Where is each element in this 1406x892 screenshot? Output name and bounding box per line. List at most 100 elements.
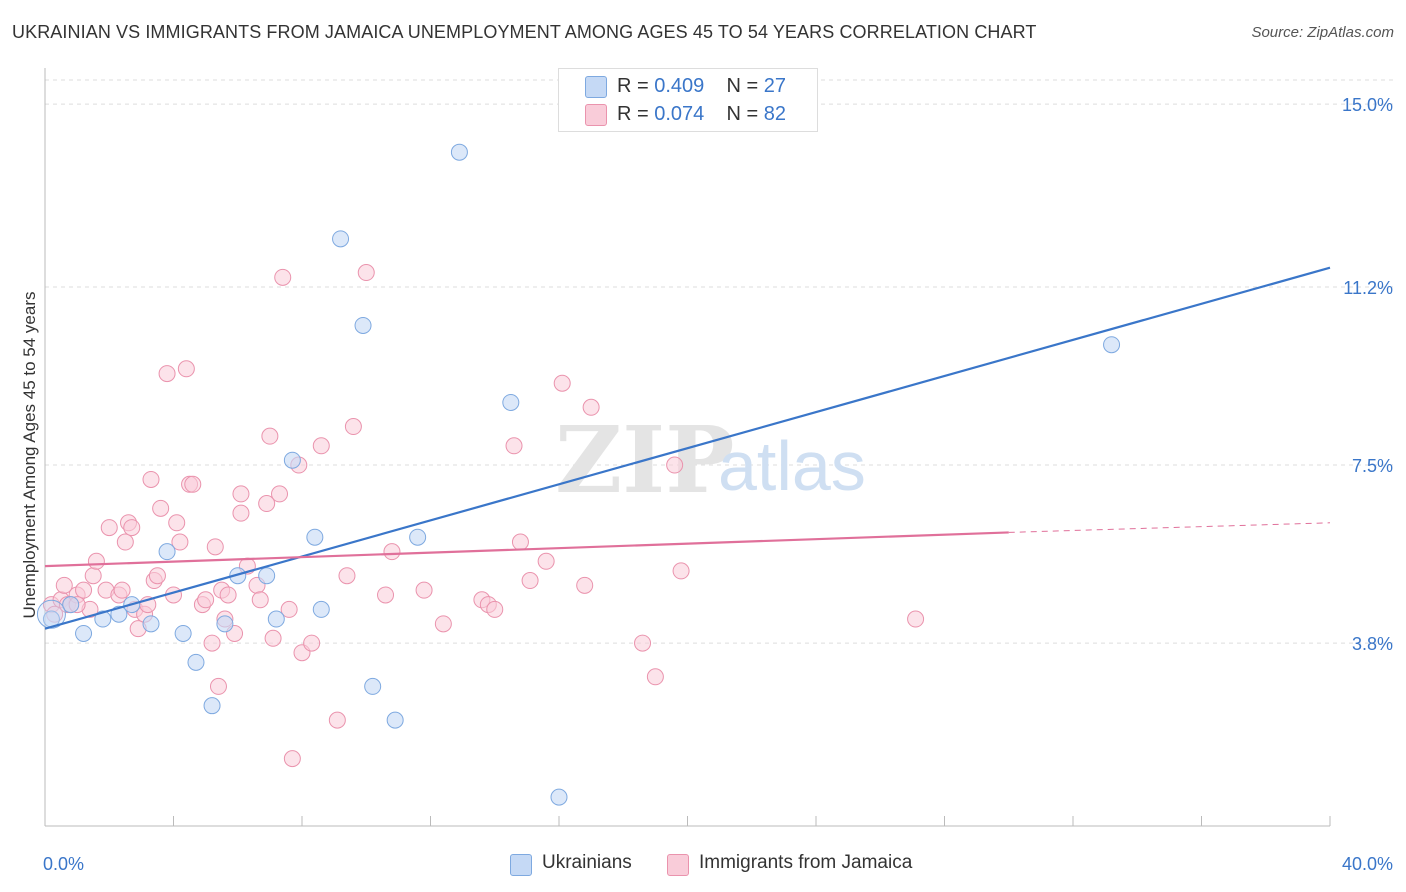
ukrainian-point: [187, 653, 205, 671]
jamaica-point: [177, 360, 195, 378]
ukrainian-point: [332, 230, 350, 248]
jamaica-point: [283, 750, 301, 768]
bottom-legend-swatch-pink: [667, 854, 689, 876]
ukrainian-point: [62, 596, 80, 614]
tick-labels: 3.8% 7.5% 11.2% 15.0% 0.0% 40.0%: [43, 95, 1393, 874]
jamaica-point: [415, 581, 433, 599]
bottom-legend-swatch-blue: [510, 854, 532, 876]
jamaica-point: [184, 475, 202, 493]
jamaica-point: [251, 591, 269, 609]
jamaica-point: [232, 504, 250, 522]
source-label: Source: ZipAtlas.com: [1251, 24, 1394, 41]
jamaica-point: [258, 495, 276, 513]
ukrainian-point: [450, 143, 468, 161]
jamaica-point: [206, 538, 224, 556]
jamaica-point: [537, 552, 555, 570]
r-label: R =: [617, 103, 649, 125]
jamaica-point: [582, 398, 600, 416]
jamaica-point: [123, 519, 141, 537]
ukrainian-point: [354, 316, 372, 334]
jamaica-point: [158, 365, 176, 383]
r-value: 0.074: [654, 103, 705, 125]
ukrainian-point: [502, 393, 520, 411]
r-label: R =: [617, 75, 649, 97]
jamaica-point: [312, 437, 330, 455]
jamaica-point: [197, 591, 215, 609]
n-label: N =: [726, 75, 759, 97]
n-label: N =: [726, 103, 759, 125]
x-tick-label: 40.0%: [1342, 854, 1393, 874]
jamaica-point: [264, 629, 282, 647]
correlation-legend: R = 0.409 N = 27 R = 0.074 N = 82: [558, 68, 818, 132]
jamaica-point: [219, 586, 237, 604]
n-value: 27: [763, 75, 787, 97]
jamaica-point: [521, 572, 539, 590]
r-value: 0.409: [654, 75, 705, 97]
jamaica-point: [553, 374, 571, 392]
jamaica-point: [84, 567, 102, 585]
bottom-legend-ukrainians: Ukrainians: [542, 852, 632, 873]
ukrainian-point: [258, 567, 276, 585]
jamaica-point: [576, 576, 594, 594]
jamaica-point: [113, 581, 131, 599]
jamaica-point: [383, 543, 401, 561]
jamaica-point: [261, 427, 279, 445]
ukrainian-point: [312, 600, 330, 618]
jamaica-point: [75, 581, 93, 599]
ukrainian-point: [203, 697, 221, 715]
jamaica-point: [148, 567, 166, 585]
jamaica-point: [171, 533, 189, 551]
ukrainian-point: [174, 624, 192, 642]
ukrainian-point: [306, 528, 324, 546]
ukrainian-point: [94, 610, 112, 628]
jamaica-point: [505, 437, 523, 455]
ukrainian-point: [283, 451, 301, 469]
jamaica-point: [271, 485, 289, 503]
jamaica-point: [634, 634, 652, 652]
jamaica-point: [344, 418, 362, 436]
jamaica-point: [907, 610, 925, 628]
jamaica-point: [666, 456, 684, 474]
ukrainian-point: [409, 528, 427, 546]
y-tick-label: 15.0%: [1342, 95, 1393, 115]
jamaica-point: [142, 470, 160, 488]
ukrainian-point: [364, 677, 382, 695]
y-tick-label: 3.8%: [1352, 634, 1393, 654]
ukrainian-point: [1103, 336, 1121, 354]
jamaica-point: [280, 600, 298, 618]
n-value: 82: [763, 103, 787, 125]
jamaica-point: [338, 567, 356, 585]
ukrainian-point: [386, 711, 404, 729]
x-tick-label: 0.0%: [43, 854, 84, 874]
ukrainian-point: [75, 624, 93, 642]
jamaica-point: [116, 533, 134, 551]
jamaica-point: [377, 586, 395, 604]
ukrainian-point: [142, 615, 160, 633]
ukrainian-trend-line: [44, 266, 1331, 630]
jamaica-point: [328, 711, 346, 729]
jamaica-point: [55, 576, 73, 594]
watermark-atlas: atlas: [718, 427, 866, 505]
bottom-legend-jamaica: Immigrants from Jamaica: [699, 852, 913, 873]
chart-title: UKRAINIAN VS IMMIGRANTS FROM JAMAICA UNE…: [12, 22, 1037, 42]
ukrainian-point: [110, 605, 128, 623]
ukrainian-points: [36, 143, 1121, 806]
jamaica-trend-extension: [1008, 522, 1331, 533]
jamaica-point: [511, 533, 529, 551]
ukrainian-point-cluster: [36, 599, 66, 629]
ukrainian-point: [158, 543, 176, 561]
legend-swatch-pink: [585, 104, 607, 126]
y-tick-label: 11.2%: [1343, 278, 1393, 298]
jamaica-point: [646, 668, 664, 686]
jamaica-point: [152, 499, 170, 517]
jamaica-point: [274, 268, 292, 286]
legend-swatch-blue: [585, 76, 607, 98]
jamaica-point: [203, 634, 221, 652]
jamaica-point: [486, 600, 504, 618]
ukrainian-point: [550, 788, 568, 806]
trend-lines: [44, 266, 1331, 630]
jamaica-point: [100, 519, 118, 537]
jamaica-point: [232, 485, 250, 503]
ukrainian-point: [216, 615, 234, 633]
